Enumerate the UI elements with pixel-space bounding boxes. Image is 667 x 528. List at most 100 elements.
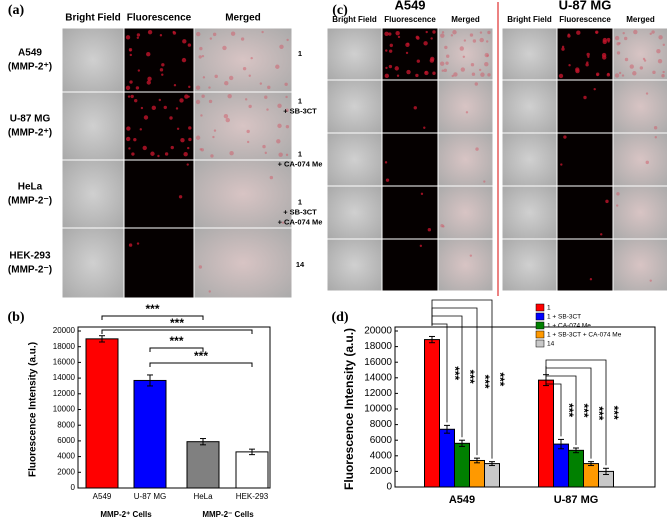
fluorescence-spot [451, 74, 454, 78]
fluorescence-spot [629, 64, 634, 69]
fluorescence-spot [202, 76, 206, 79]
fluorescence-spot [587, 55, 590, 59]
fluorescence-spot [140, 106, 144, 110]
fluorescence-spot [440, 33, 445, 38]
x-tick-label: HEK-293 [236, 492, 269, 501]
fluorescence-spot [388, 32, 392, 36]
significance: *** [463, 370, 477, 384]
micrograph [612, 238, 667, 292]
fluorescence-spot [623, 36, 628, 41]
micrograph [61, 91, 125, 161]
fluorescence-spot [209, 37, 213, 40]
legend-swatch [535, 330, 545, 339]
fluorescence-spot [136, 36, 140, 39]
bar [583, 463, 599, 488]
fluorescence-spot [195, 85, 201, 90]
fluorescence-spot [389, 43, 393, 48]
fluorescence-spot [560, 163, 563, 166]
legend-swatch [535, 321, 545, 330]
fluorescence-spot [199, 148, 202, 151]
fluorescence-spot [201, 54, 205, 58]
significance-bracket [101, 329, 253, 334]
fluorescence-spot [175, 107, 179, 110]
bar [454, 442, 470, 488]
fluorescence-spot [285, 95, 288, 99]
fluorescence-spot [277, 103, 282, 108]
fluorescence-spot [651, 30, 655, 34]
y-tick-label: 20000 [364, 326, 392, 337]
fluorescence-spot [645, 92, 649, 95]
micrograph [193, 227, 293, 299]
fluorescence-spot [137, 69, 141, 72]
micrograph [437, 132, 494, 187]
fluorescence-spot [146, 80, 151, 85]
fluorescence-spot [485, 40, 489, 43]
y-tick-label: 8000 [370, 419, 393, 430]
micrograph [123, 159, 195, 229]
y-tick-label: 6000 [370, 435, 393, 446]
fluorescence-spot [188, 85, 191, 89]
fluorescence-spot [460, 67, 466, 72]
fluorescence-spot [388, 64, 393, 69]
plot-frame [394, 326, 656, 488]
fluorescence-spot [286, 38, 289, 42]
column-header: Bright Field [332, 15, 377, 24]
fluorescence-spot [602, 55, 607, 60]
fluorescence-spot [441, 31, 445, 34]
bar [568, 449, 584, 488]
column-header: Fluorescence [559, 15, 611, 24]
row-label: + SB-3CT [283, 207, 317, 216]
fluorescence-spot [214, 74, 218, 79]
micrograph [612, 185, 667, 240]
fluorescence-spot [200, 148, 204, 152]
micrograph [381, 132, 439, 187]
column-header: Fluorescence [127, 13, 192, 24]
micrograph [437, 185, 494, 240]
y-tick-label: 18000 [364, 341, 392, 352]
error-bar [474, 457, 480, 464]
fluorescence-spot [645, 160, 649, 165]
fluorescence-spot [576, 30, 581, 35]
fluorescence-spot [147, 29, 153, 35]
fluorescence-spot [616, 192, 620, 196]
fluorescence-spot [563, 135, 567, 139]
fluorescence-spot [444, 45, 448, 50]
fluorescence-spot [134, 98, 138, 103]
fluorescence-spot [230, 31, 236, 36]
fluorescence-spot [223, 114, 229, 119]
y-tick-label: 10000 [53, 405, 76, 414]
fluorescence-spot [445, 61, 449, 65]
bar [133, 379, 167, 489]
fluorescence-spot [285, 124, 290, 129]
x-tick-label: U-87 MG [134, 492, 166, 501]
significance-bracket [545, 366, 592, 459]
fluorescence-spot [139, 128, 142, 131]
fluorescence-spot [248, 104, 252, 109]
fluorescence-spot [662, 70, 665, 74]
bar [439, 428, 455, 488]
micrograph [193, 27, 293, 93]
fluorescence-spot [384, 31, 389, 36]
row-label: + SB-3CT [283, 106, 317, 115]
micrograph [193, 91, 293, 161]
y-tick-label: 12000 [364, 388, 392, 399]
legend-label: 14 [547, 341, 555, 348]
bar [469, 459, 485, 488]
fluorescence-spot [224, 81, 229, 86]
micrograph [123, 91, 195, 161]
micrograph [556, 79, 614, 134]
fluorescence-spot [125, 136, 131, 142]
fluorescence-spot [183, 152, 188, 157]
fluorescence-spot [443, 68, 447, 73]
significance: *** [562, 403, 576, 417]
fluorescence-spot [159, 68, 164, 72]
column-header: Merged [225, 13, 261, 24]
fluorescence-spot [405, 42, 410, 48]
error-bar [147, 374, 153, 387]
fluorescence-spot [384, 73, 390, 79]
y-tick-label: 0 [71, 483, 76, 492]
micrograph [501, 185, 558, 240]
fluorescence-spot [585, 63, 589, 67]
row-label: 14 [296, 260, 305, 269]
fluorescence-spot [586, 61, 589, 64]
